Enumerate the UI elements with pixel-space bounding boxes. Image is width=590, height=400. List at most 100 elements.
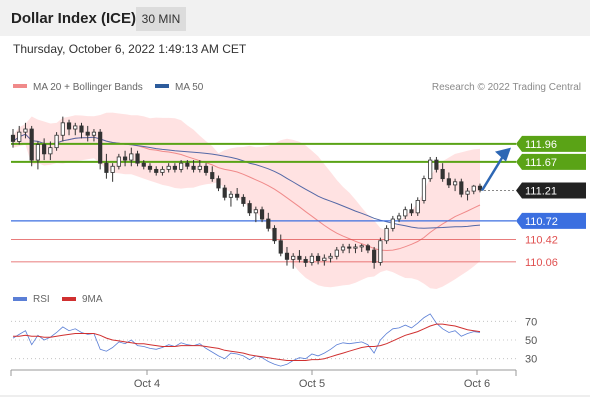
candle-body — [272, 227, 277, 242]
candle-body — [477, 185, 483, 191]
candle — [359, 243, 364, 252]
candle — [421, 175, 427, 204]
candle — [303, 256, 308, 267]
candle — [384, 225, 389, 244]
candle — [409, 203, 414, 216]
candle — [66, 119, 72, 136]
candle-body — [222, 187, 227, 198]
candle — [372, 246, 377, 269]
candle — [446, 172, 451, 188]
candle-body — [316, 255, 321, 262]
candle — [241, 194, 246, 207]
candle-body — [453, 181, 458, 186]
candle-body — [116, 156, 121, 167]
candle — [160, 166, 165, 176]
interval-button[interactable]: 30 MIN — [136, 7, 186, 31]
candle-body — [421, 178, 427, 201]
candle-body — [79, 125, 84, 133]
candle-body — [322, 257, 327, 262]
candle-body — [359, 245, 364, 248]
candle-body — [396, 215, 402, 220]
candle-body — [147, 165, 153, 170]
legend-label-ma20: MA 20 + Bollinger Bands — [33, 82, 143, 93]
candle-body — [141, 162, 146, 167]
candle — [197, 160, 202, 173]
candle-body — [29, 128, 34, 161]
candle-body — [378, 240, 383, 263]
candle — [203, 163, 209, 176]
candle-body — [241, 196, 246, 204]
legend: MA 20 + Bollinger Bands MA 50 Research ©… — [13, 82, 581, 93]
candle — [415, 197, 420, 216]
candle — [23, 122, 28, 139]
candle-body — [465, 190, 470, 195]
level-tag-3 — [516, 212, 586, 229]
x-tick-label: Oct 5 — [299, 378, 325, 390]
candle — [334, 246, 339, 260]
candle-body — [428, 159, 433, 180]
level-tag-1 — [516, 153, 586, 170]
level-label-5: 110.06 — [525, 257, 558, 269]
rsi-ma-legend-label: 9MA — [82, 294, 103, 305]
candle-body — [253, 209, 258, 214]
candle — [166, 163, 171, 173]
candle-body — [434, 159, 439, 170]
legend-swatch-ma50 — [155, 84, 169, 88]
candle-body — [17, 131, 22, 142]
x-tick-label: Oct 4 — [134, 378, 160, 390]
candle-body — [98, 131, 103, 164]
candle — [266, 212, 271, 232]
candle — [110, 163, 115, 182]
candle — [122, 150, 128, 167]
candle — [396, 212, 402, 223]
candle-body — [403, 209, 408, 217]
candle — [340, 243, 346, 254]
projection-arrow-line — [480, 154, 506, 192]
candle-body — [228, 193, 234, 198]
level-label-4: 110.42 — [525, 235, 558, 247]
candle-body — [347, 246, 352, 249]
rsi-tick-70: 70 — [525, 316, 537, 328]
candle — [459, 178, 464, 198]
candle — [378, 237, 383, 266]
candle-body — [303, 258, 308, 263]
candle — [216, 175, 221, 192]
candle — [60, 116, 65, 142]
candle-body — [353, 246, 358, 249]
candle — [471, 184, 476, 195]
candle — [259, 206, 265, 223]
candle — [29, 125, 34, 167]
candle — [253, 206, 258, 223]
candle-body — [340, 246, 346, 251]
rsi-legend-label: RSI — [33, 294, 50, 305]
candle-body — [384, 227, 389, 242]
candle — [54, 132, 59, 151]
candle-body — [409, 209, 414, 214]
candle — [309, 253, 314, 266]
candle-body — [297, 255, 302, 260]
candle — [365, 243, 371, 254]
candle-body — [415, 200, 420, 214]
candle — [403, 206, 408, 220]
candle — [272, 225, 277, 244]
candle — [135, 150, 140, 167]
candle-body — [372, 249, 377, 263]
candle-body — [110, 165, 115, 173]
candle-body — [247, 203, 252, 214]
level-label-0: 111.96 — [525, 139, 557, 151]
candle-body — [440, 168, 445, 180]
candle-body — [10, 134, 16, 142]
candle-body — [334, 249, 339, 257]
candle — [235, 188, 240, 201]
candle-body — [278, 240, 283, 254]
timestamp: Thursday, October 6, 2022 1:49:13 AM CET — [13, 42, 247, 56]
candle — [453, 178, 458, 192]
candle — [284, 246, 290, 266]
legend-swatch-ma20 — [13, 84, 27, 88]
candle-body — [166, 165, 171, 170]
candle — [42, 138, 47, 161]
candle-body — [203, 165, 209, 173]
candle-body — [365, 245, 371, 251]
level-tag-2 — [516, 182, 586, 199]
candle — [172, 163, 177, 173]
